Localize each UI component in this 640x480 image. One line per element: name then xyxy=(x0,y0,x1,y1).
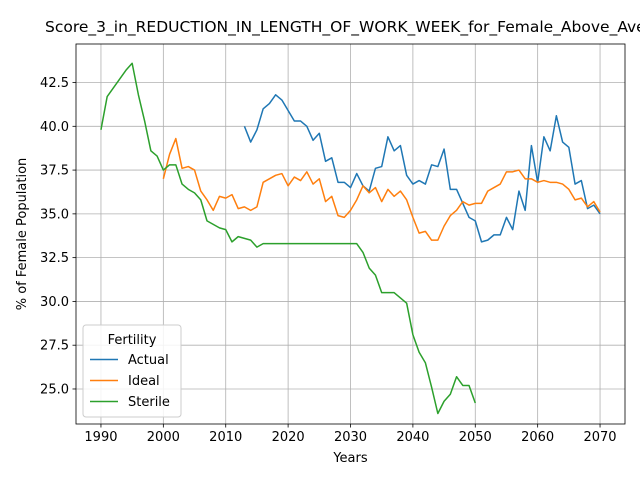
legend: Fertility Actual Ideal Sterile xyxy=(82,324,182,418)
legend-label-actual: Actual xyxy=(128,353,169,368)
y-tick-label: 42.5 xyxy=(40,76,69,91)
y-tick-label: 40.0 xyxy=(40,120,69,135)
series-line-actual xyxy=(243,94,601,243)
y-tick-label: 27.5 xyxy=(40,339,69,354)
y-tick-label: 37.5 xyxy=(40,164,69,179)
y-tick-label: 25.0 xyxy=(40,382,69,397)
legend-title: Fertility xyxy=(108,333,157,348)
x-axis-ticks: 1990 2000 2010 2020 2030 2040 2050 2060 2070 xyxy=(84,424,617,445)
x-tick-label: 2070 xyxy=(583,430,616,445)
legend-label-sterile: Sterile xyxy=(128,395,170,410)
legend-box xyxy=(82,324,182,418)
chart-title: Score_3_in_REDUCTION_IN_LENGTH_OF_WORK_W… xyxy=(45,18,640,37)
x-tick-label: 2010 xyxy=(209,430,242,445)
y-tick-label: 32.5 xyxy=(40,251,69,266)
legend-label-ideal: Ideal xyxy=(128,374,160,389)
x-tick-label: 2040 xyxy=(396,430,429,445)
y-tick-label: 35.0 xyxy=(40,207,69,222)
x-tick-label: 2020 xyxy=(272,430,305,445)
x-tick-label: 2060 xyxy=(521,430,554,445)
y-axis-ticks: 25.0 27.5 30.0 32.5 35.0 37.5 40.0 42.5 xyxy=(40,76,76,397)
y-axis-label: % of Female Population xyxy=(15,158,30,311)
y-tick-label: 30.0 xyxy=(40,295,69,310)
grid-lines xyxy=(76,44,625,424)
x-tick-label: 1990 xyxy=(84,430,117,445)
x-tick-label: 2000 xyxy=(147,430,180,445)
series-line-ideal xyxy=(162,137,601,241)
legend-entries: Actual Ideal Sterile xyxy=(90,353,170,410)
series-line-sterile xyxy=(100,62,476,415)
x-tick-label: 2030 xyxy=(334,430,367,445)
x-axis-label: Years xyxy=(332,451,368,466)
series-layer xyxy=(100,62,601,415)
x-tick-label: 2050 xyxy=(459,430,492,445)
